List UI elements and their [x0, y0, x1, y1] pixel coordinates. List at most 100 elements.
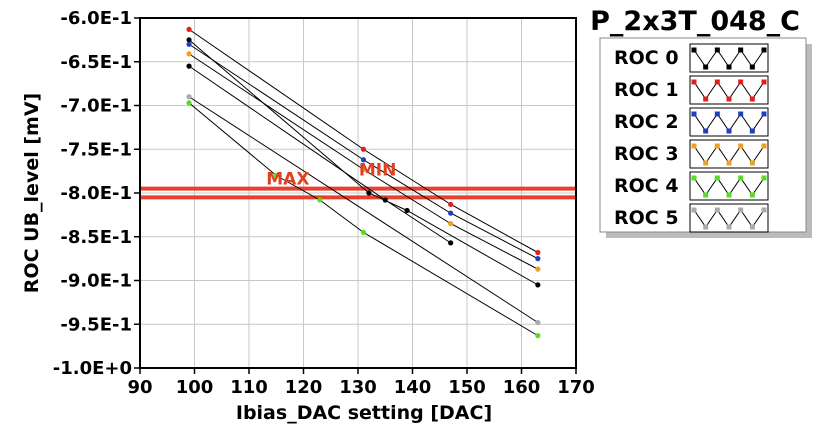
legend-swatch-marker	[738, 79, 744, 85]
legend-swatch-marker	[703, 128, 709, 134]
x-tick-label: 160	[503, 377, 541, 398]
roc-5-line	[188, 96, 539, 323]
legend-swatch-marker	[703, 64, 709, 70]
roc-3-point	[535, 266, 541, 272]
y-tick-label: -9.0E-1	[60, 271, 132, 292]
roc-1-point	[360, 146, 367, 152]
x-tick-label: 140	[394, 377, 432, 398]
roc-0-point	[535, 282, 541, 288]
series-layer	[186, 26, 541, 339]
x-tick-label: 90	[127, 377, 152, 398]
legend-swatch-marker	[691, 207, 697, 213]
roc-5-point	[535, 319, 541, 326]
legend-swatch-marker	[749, 160, 755, 166]
legend-swatch-marker	[738, 175, 744, 181]
legend-swatch-marker	[726, 96, 732, 102]
legend-swatch-marker	[714, 111, 720, 117]
x-tick-label: 130	[339, 377, 377, 398]
roc-0-point	[186, 37, 192, 43]
y-tick-label: -8.0E-1	[60, 183, 132, 204]
legend-swatch-marker	[738, 207, 744, 213]
roc-4-point	[273, 172, 279, 179]
legend-swatch-marker	[691, 111, 697, 117]
y-tick-label: -7.0E-1	[60, 96, 132, 117]
legend-swatch-marker	[714, 79, 720, 85]
legend-swatch	[689, 107, 769, 137]
roc-1-point	[535, 249, 541, 256]
reference-lines	[140, 186, 576, 200]
legend-label: ROC 5	[614, 207, 679, 229]
roc-1-point	[186, 26, 192, 32]
roc-2-point	[186, 41, 192, 47]
annotation-label: MIN	[359, 161, 396, 181]
roc-1-point	[448, 201, 454, 207]
legend-swatch-marker	[738, 143, 744, 149]
legend-label: ROC 1	[614, 79, 679, 101]
roc-0-point	[186, 63, 192, 69]
x-tick-label: 120	[285, 377, 323, 398]
chart-title: P_2x3T_048_C	[590, 6, 800, 37]
y-tick-label: -9.5E-1	[60, 314, 132, 335]
legend-swatch-marker	[726, 224, 732, 230]
y-tick-label: -8.5E-1	[60, 227, 132, 248]
legend-swatch-marker	[761, 175, 767, 181]
roc-0-line	[188, 39, 539, 286]
roc-3-point	[186, 51, 192, 57]
legend-swatch-marker	[714, 143, 720, 149]
x-tick-label: 150	[448, 377, 486, 398]
legend-swatch-marker	[714, 47, 720, 53]
roc-2-line	[188, 43, 539, 260]
legend-swatch-marker	[703, 224, 709, 230]
legend-swatch-marker	[703, 160, 709, 166]
roc-0-point	[448, 240, 454, 246]
x-tick-label: 110	[230, 377, 268, 398]
roc-0-line	[188, 65, 451, 244]
legend-swatch-marker	[703, 192, 709, 198]
legend-swatch-marker	[714, 207, 720, 213]
legend-swatch-marker	[738, 47, 744, 53]
x-tick-label: 100	[176, 377, 214, 398]
roc-3-point	[448, 221, 454, 227]
legend-swatch-marker	[726, 192, 732, 198]
legend-swatch-marker	[703, 96, 709, 102]
legend-swatch-marker	[691, 47, 697, 53]
roc-5-point	[186, 94, 192, 100]
annotation-label: MAX	[266, 169, 309, 189]
grid	[139, 17, 577, 369]
y-axis: -6.0E-1 -6.5E-1 -7.0E-1 -7.5E-1 -8.0E-1 -8.5E…	[53, 8, 140, 379]
legend-swatch-marker	[691, 143, 697, 149]
roc-4-line	[188, 102, 539, 337]
legend-swatch-marker	[761, 111, 767, 117]
annotations: MAX MIN	[266, 161, 396, 190]
legend-swatch-marker	[726, 160, 732, 166]
legend-swatch-marker	[761, 79, 767, 85]
x-axis: 90 100 110 120 130 140 150 160 170	[127, 368, 595, 398]
legend-swatch-marker	[714, 175, 720, 181]
legend-label: ROC 2	[614, 111, 679, 133]
roc-2-point	[360, 157, 367, 163]
x-tick-label: 170	[557, 377, 595, 398]
roc-2-point	[448, 210, 454, 216]
roc-4-point	[360, 229, 367, 235]
legend: ROC 0 ROC 1 ROC 2 ROC 3 ROC 4 ROC 5	[599, 37, 812, 238]
roc-2-point	[535, 256, 541, 262]
roc-4-point	[317, 197, 323, 203]
legend-swatch-marker	[726, 64, 732, 70]
roc-4-point	[186, 100, 192, 106]
y-tick-label: -6.5E-1	[60, 52, 132, 73]
roc-4-point	[535, 333, 541, 339]
legend-swatch-marker	[691, 175, 697, 181]
roc-3-line	[188, 53, 539, 270]
x-axis-label: Ibias_DAC setting [DAC]	[236, 402, 492, 424]
legend-label: ROC 4	[614, 175, 679, 197]
legend-swatch-marker	[749, 96, 755, 102]
legend-swatch-marker	[691, 79, 697, 85]
legend-swatch-marker	[761, 207, 767, 213]
y-tick-label: -7.5E-1	[60, 139, 132, 160]
legend-label: ROC 3	[614, 143, 679, 165]
legend-swatch-marker	[738, 111, 744, 117]
legend-swatch-marker	[761, 143, 767, 149]
roc-1-line	[188, 28, 539, 253]
legend-label: ROC 0	[614, 47, 679, 69]
y-axis-label: ROC UB_level [mV]	[21, 93, 43, 293]
